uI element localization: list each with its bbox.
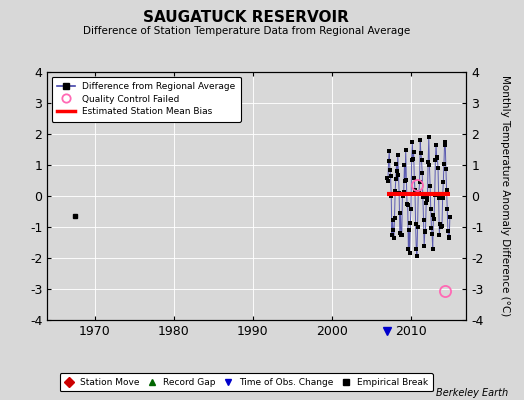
Text: SAUGATUCK RESERVOIR: SAUGATUCK RESERVOIR bbox=[144, 10, 349, 25]
Y-axis label: Monthly Temperature Anomaly Difference (°C): Monthly Temperature Anomaly Difference (… bbox=[500, 75, 510, 317]
Text: Berkeley Earth: Berkeley Earth bbox=[436, 388, 508, 398]
Text: Difference of Station Temperature Data from Regional Average: Difference of Station Temperature Data f… bbox=[83, 26, 410, 36]
Legend: Station Move, Record Gap, Time of Obs. Change, Empirical Break: Station Move, Record Gap, Time of Obs. C… bbox=[60, 374, 433, 392]
Legend: Difference from Regional Average, Quality Control Failed, Estimated Station Mean: Difference from Regional Average, Qualit… bbox=[52, 76, 241, 122]
